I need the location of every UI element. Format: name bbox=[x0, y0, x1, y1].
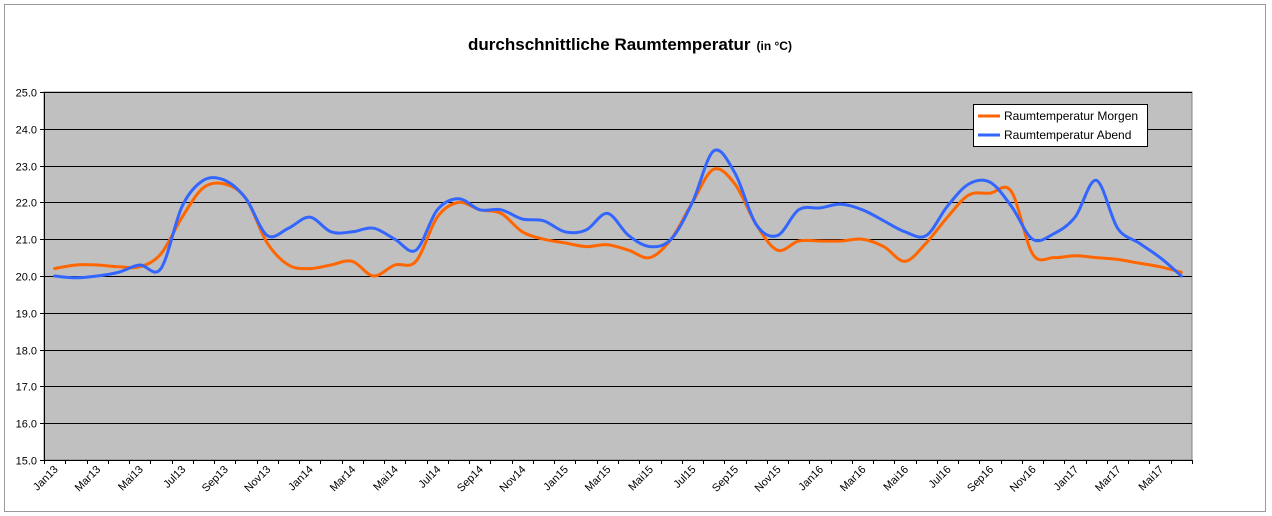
y-tick-label: 18.0 bbox=[16, 346, 37, 358]
y-tick-label: 21.0 bbox=[16, 235, 37, 247]
x-tick-label: Nov16 bbox=[1008, 464, 1039, 495]
x-tick-label: Jan17 bbox=[1052, 464, 1082, 494]
x-tick-label: Jan13 bbox=[31, 464, 61, 494]
x-tick-label: Mai15 bbox=[626, 464, 656, 494]
x-tick-label: Jul15 bbox=[671, 464, 698, 491]
x-tick-label: Jul14 bbox=[416, 464, 443, 491]
x-tick-label: Nov15 bbox=[753, 464, 784, 495]
y-tick-label: 23.0 bbox=[16, 162, 37, 174]
x-tick-label: Nov13 bbox=[242, 464, 273, 495]
x-tick-label: Mar17 bbox=[1093, 464, 1124, 495]
x-tick-label: Mar15 bbox=[583, 464, 614, 495]
x-tick-label: Sep14 bbox=[455, 464, 486, 495]
x-tick-label: Mai16 bbox=[881, 464, 911, 494]
y-tick-label: 22.0 bbox=[16, 198, 37, 210]
x-tick-label: Nov14 bbox=[497, 464, 528, 495]
x-tick-label: Sep15 bbox=[710, 464, 741, 495]
chart-title: durchschnittliche Raumtemperatur (in °C) bbox=[468, 35, 792, 54]
x-tick-label: Sep16 bbox=[965, 464, 996, 495]
x-tick-label: Mai14 bbox=[371, 464, 401, 494]
chart-title-unit: (in °C) bbox=[756, 39, 791, 53]
x-tick-label: Mar14 bbox=[328, 464, 359, 495]
legend-label-morgen: Raumtemperatur Morgen bbox=[1004, 109, 1138, 123]
x-tick-label: Sep13 bbox=[200, 464, 231, 495]
y-tick-label: 19.0 bbox=[16, 309, 37, 321]
x-tick-label: Jan16 bbox=[796, 464, 826, 494]
y-tick-label: 24.0 bbox=[16, 125, 37, 137]
series-lines bbox=[53, 148, 1183, 280]
x-tick-label: Mai13 bbox=[116, 464, 146, 494]
x-tick-label: Jul16 bbox=[927, 464, 954, 491]
legend-box bbox=[973, 104, 1148, 147]
y-tick-label: 25.0 bbox=[16, 88, 37, 100]
series-line-abend bbox=[53, 148, 1183, 280]
chart-title-main: durchschnittliche Raumtemperatur bbox=[468, 35, 751, 54]
y-tick-label: 16.0 bbox=[16, 419, 37, 431]
y-tick-label: 20.0 bbox=[16, 272, 37, 284]
x-tick-label: Jan14 bbox=[286, 464, 316, 494]
legend-label-abend: Raumtemperatur Abend bbox=[1004, 128, 1131, 142]
legend: Raumtemperatur Morgen Raumtemperatur Aben… bbox=[973, 104, 1148, 147]
x-tick-label: Jul13 bbox=[161, 464, 188, 491]
x-tick-label: Jan15 bbox=[541, 464, 571, 494]
x-tick-label: Mai17 bbox=[1137, 464, 1167, 494]
y-tick-label: 15.0 bbox=[16, 456, 37, 468]
x-tick-label: Mar16 bbox=[838, 464, 869, 495]
x-tick-label: Mar13 bbox=[73, 464, 104, 495]
y-tick-label: 17.0 bbox=[16, 382, 37, 394]
